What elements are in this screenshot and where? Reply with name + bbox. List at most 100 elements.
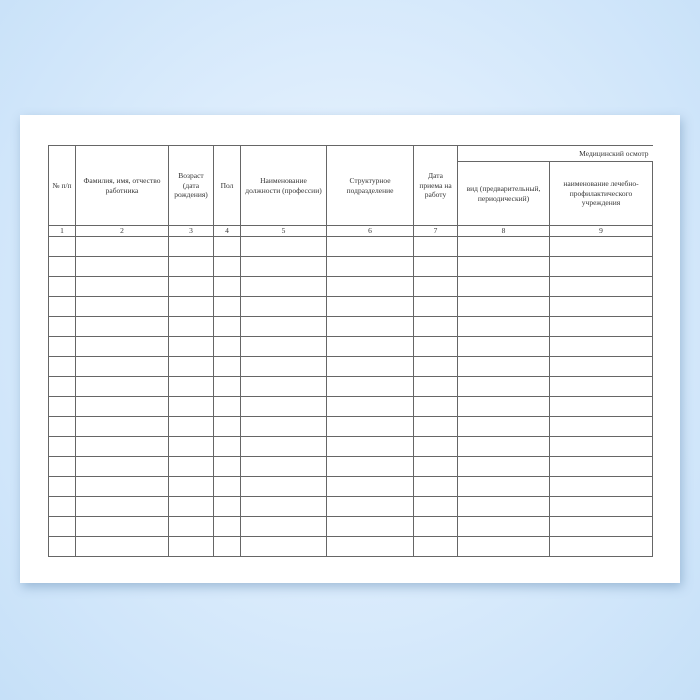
empty-cell	[549, 456, 653, 477]
empty-cell	[457, 296, 550, 317]
empty-cell	[549, 336, 653, 357]
empty-cell	[326, 516, 414, 537]
column-number: 2	[75, 225, 169, 237]
empty-cell	[413, 376, 458, 397]
empty-cell	[240, 356, 327, 377]
empty-cell	[413, 296, 458, 317]
empty-cell	[457, 356, 550, 377]
empty-cell	[240, 516, 327, 537]
empty-cell	[168, 236, 214, 257]
column-number: 8	[457, 225, 550, 237]
empty-cell	[326, 436, 414, 457]
empty-cell	[413, 336, 458, 357]
empty-cell	[168, 456, 214, 477]
empty-cell	[240, 376, 327, 397]
empty-cell	[326, 316, 414, 337]
empty-cell	[457, 256, 550, 277]
empty-cell	[457, 496, 550, 517]
empty-cell	[213, 476, 241, 497]
empty-cell	[213, 336, 241, 357]
empty-cell	[75, 516, 169, 537]
header-age: Возраст (дата рождения)	[168, 145, 214, 226]
empty-cell	[213, 356, 241, 377]
empty-cell	[48, 436, 76, 457]
empty-cell	[75, 276, 169, 297]
empty-cell	[168, 496, 214, 517]
empty-cell	[75, 316, 169, 337]
empty-cell	[75, 456, 169, 477]
header-exam-type: вид (предварительный, периодический)	[457, 161, 550, 226]
empty-cell	[549, 516, 653, 537]
empty-cell	[240, 456, 327, 477]
column-number: 1	[48, 225, 76, 237]
empty-cell	[75, 336, 169, 357]
empty-cell	[168, 436, 214, 457]
empty-cell	[549, 416, 653, 437]
empty-cell	[168, 416, 214, 437]
table-row	[48, 236, 653, 257]
empty-cell	[326, 476, 414, 497]
empty-cell	[240, 236, 327, 257]
empty-cell	[413, 416, 458, 437]
header-sex: Пол	[213, 145, 241, 226]
column-number: 7	[413, 225, 458, 237]
empty-cell	[240, 396, 327, 417]
empty-cell	[326, 416, 414, 437]
empty-cell	[549, 536, 653, 557]
empty-cell	[48, 336, 76, 357]
empty-cell	[75, 256, 169, 277]
empty-cell	[75, 416, 169, 437]
table-row	[48, 416, 653, 437]
empty-cell	[457, 536, 550, 557]
empty-cell	[240, 296, 327, 317]
empty-cell	[549, 316, 653, 337]
empty-cell	[413, 356, 458, 377]
empty-cell	[457, 416, 550, 437]
empty-cell	[326, 336, 414, 357]
empty-cell	[168, 356, 214, 377]
empty-cell	[413, 316, 458, 337]
empty-cell	[549, 396, 653, 417]
empty-cell	[413, 536, 458, 557]
empty-cell	[457, 336, 550, 357]
table-row	[48, 256, 653, 277]
column-number: 3	[168, 225, 214, 237]
empty-cell	[457, 436, 550, 457]
empty-cell	[549, 476, 653, 497]
empty-cell	[413, 496, 458, 517]
empty-cell	[457, 476, 550, 497]
table-row	[48, 476, 653, 497]
header-department: Структурное подразделение	[326, 145, 414, 226]
empty-cell	[213, 296, 241, 317]
empty-cell	[48, 276, 76, 297]
column-numbers-row: 1 2 3 4 5 6 7 8 9	[48, 225, 653, 237]
table-row	[48, 356, 653, 377]
empty-cell	[168, 536, 214, 557]
header-medical-exam: Медицинский осмотр	[457, 145, 653, 162]
empty-cell	[326, 296, 414, 317]
empty-cell	[549, 256, 653, 277]
empty-cell	[240, 276, 327, 297]
table-row	[48, 496, 653, 517]
empty-cell	[326, 356, 414, 377]
empty-cell	[213, 416, 241, 437]
empty-cell	[48, 256, 76, 277]
empty-cell	[326, 256, 414, 277]
empty-cell	[168, 396, 214, 417]
empty-cell	[48, 356, 76, 377]
empty-cell	[326, 536, 414, 557]
empty-cell	[457, 396, 550, 417]
medical-exam-register-table: № п/п Фамилия, имя, отчество работника В…	[48, 145, 653, 557]
empty-cell	[240, 476, 327, 497]
empty-cell	[75, 436, 169, 457]
header-hire-date: Дата приема на работу	[413, 145, 458, 226]
empty-cell	[413, 396, 458, 417]
empty-cell	[240, 436, 327, 457]
header-full-name: Фамилия, имя, отчество работника	[75, 145, 169, 226]
empty-cell	[240, 316, 327, 337]
table-row	[48, 396, 653, 417]
empty-cell	[75, 536, 169, 557]
empty-cell	[48, 236, 76, 257]
empty-cell	[413, 436, 458, 457]
empty-cell	[240, 256, 327, 277]
